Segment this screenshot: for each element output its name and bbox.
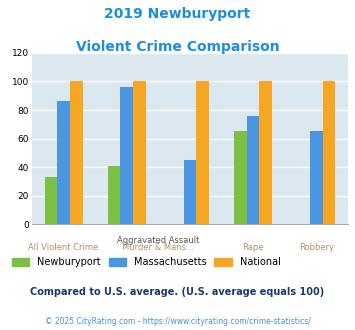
Bar (57, 101, 70, 224)
Bar (184, 160, 196, 224)
Bar (260, 82, 272, 224)
Bar (45, 177, 57, 224)
Bar (234, 131, 247, 224)
Bar (310, 131, 323, 224)
Bar (108, 166, 120, 224)
Text: 2019 Newburyport: 2019 Newburyport (104, 7, 251, 20)
Text: Robbery: Robbery (299, 243, 334, 251)
Text: Rape: Rape (242, 243, 264, 251)
Bar (323, 82, 335, 224)
Text: All Violent Crime: All Violent Crime (28, 243, 99, 251)
Text: Violent Crime Comparison: Violent Crime Comparison (76, 40, 279, 53)
Bar (133, 82, 146, 224)
Text: Compared to U.S. average. (U.S. average equals 100): Compared to U.S. average. (U.S. average … (31, 287, 324, 297)
Bar (196, 82, 209, 224)
Bar (247, 116, 260, 224)
Text: Murder & Mans...: Murder & Mans... (122, 243, 194, 251)
Text: Aggravated Assault: Aggravated Assault (117, 236, 200, 245)
Bar (70, 82, 82, 224)
Bar (120, 87, 133, 224)
Text: © 2025 CityRating.com - https://www.cityrating.com/crime-statistics/: © 2025 CityRating.com - https://www.city… (45, 317, 310, 326)
Legend: Newburyport, Massachusetts, National: Newburyport, Massachusetts, National (12, 257, 280, 267)
